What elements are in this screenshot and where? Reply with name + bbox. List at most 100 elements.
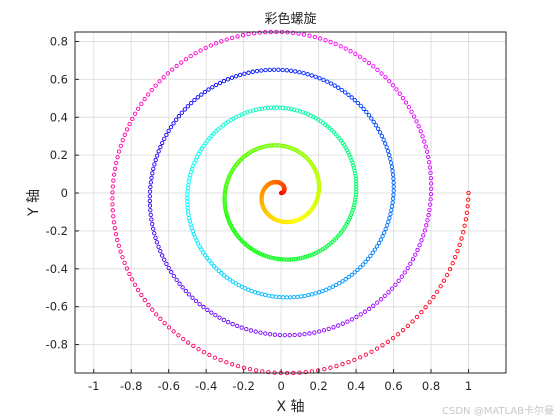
spiral-point xyxy=(242,71,247,76)
spiral-point xyxy=(354,184,359,189)
spiral-point xyxy=(118,249,123,254)
spiral-point xyxy=(223,185,228,190)
spiral-point xyxy=(288,68,294,73)
spiral-point xyxy=(174,63,179,69)
spiral-point xyxy=(174,277,179,283)
spiral-point xyxy=(416,124,421,129)
spiral-point xyxy=(213,129,219,134)
spiral-point xyxy=(169,269,174,275)
spiral-point xyxy=(355,267,360,273)
spiral-point xyxy=(230,321,235,327)
spiral-point xyxy=(408,261,413,266)
spiral-point xyxy=(353,179,359,184)
spiral-point xyxy=(417,243,422,248)
spiral-point xyxy=(311,251,317,256)
spiral-point xyxy=(411,114,417,119)
spiral-point xyxy=(352,98,357,103)
spiral-point xyxy=(282,333,287,338)
spiral-point xyxy=(438,284,443,289)
spiral-point xyxy=(229,75,235,80)
spiral-point xyxy=(196,346,201,352)
spiral-point xyxy=(336,323,341,328)
spiral-point xyxy=(322,366,327,372)
spiral-point xyxy=(444,272,450,278)
spiral-point xyxy=(127,121,132,127)
spiral-point xyxy=(132,111,138,116)
spiral-point xyxy=(389,204,395,209)
spiral-point xyxy=(222,203,228,208)
spiral-point xyxy=(199,247,204,252)
spiral-point xyxy=(179,110,184,115)
spiral-point xyxy=(309,73,314,78)
spiral-point xyxy=(301,70,306,76)
spiral-point xyxy=(369,116,374,121)
spiral-point xyxy=(203,253,208,258)
spiral-point xyxy=(259,252,265,257)
spiral-point xyxy=(218,357,223,363)
spiral-point xyxy=(366,113,372,118)
spiral-point xyxy=(382,230,387,235)
spiral-point xyxy=(321,77,326,83)
spiral-point xyxy=(415,247,420,253)
spiral-point xyxy=(193,298,199,304)
spiral-point xyxy=(132,282,138,287)
spiral-point xyxy=(223,183,229,188)
spiral-point xyxy=(426,154,431,160)
y-tick-label: 0.6 xyxy=(50,72,68,86)
spiral-point xyxy=(182,107,187,112)
spiral-point xyxy=(135,106,141,111)
spiral-point xyxy=(191,343,196,349)
spiral-point xyxy=(363,259,368,264)
spiral-point xyxy=(293,256,299,262)
spiral-point xyxy=(364,109,369,115)
spiral-point xyxy=(206,87,211,92)
spiral-point xyxy=(328,39,333,45)
spiral-point xyxy=(354,314,359,320)
spiral-point xyxy=(414,119,419,124)
x-tick-label: -1 xyxy=(88,379,99,393)
spiral-point xyxy=(343,277,348,282)
x-tick-label: -0.8 xyxy=(120,379,142,393)
spiral-point xyxy=(130,116,135,122)
spiral-point xyxy=(156,149,161,154)
spiral-point xyxy=(425,218,430,223)
spiral-point xyxy=(217,80,223,86)
spiral-point xyxy=(353,176,359,181)
spiral-point xyxy=(279,257,285,262)
spiral-point xyxy=(112,226,118,231)
spiral-point xyxy=(333,282,339,288)
spiral-point xyxy=(192,98,197,103)
spiral-point xyxy=(213,82,219,88)
spiral-point xyxy=(303,369,308,375)
spiral-point xyxy=(225,179,230,185)
spiral-point xyxy=(171,273,177,279)
spiral-point xyxy=(207,352,212,358)
spiral-point xyxy=(276,67,281,72)
spiral-point xyxy=(352,168,357,173)
spiral-point xyxy=(296,256,301,261)
spiral-point xyxy=(390,335,396,341)
spiral-point xyxy=(222,189,228,194)
y-tick-label: 0 xyxy=(61,186,68,200)
spiral-point xyxy=(230,279,235,284)
spiral-point xyxy=(428,181,434,186)
spiral-point xyxy=(207,136,212,141)
spiral-point xyxy=(418,129,423,134)
spiral-point xyxy=(388,211,393,217)
spiral-point xyxy=(313,74,318,79)
spiral-point xyxy=(394,87,399,92)
spiral-point xyxy=(386,290,391,295)
spiral-point xyxy=(391,192,396,197)
spiral-point xyxy=(323,287,329,292)
spiral-point xyxy=(403,100,409,105)
spiral-point xyxy=(466,190,471,196)
spiral-point xyxy=(235,363,241,369)
spiral-point xyxy=(157,79,162,84)
spiral-point xyxy=(368,253,373,259)
spiral-point xyxy=(302,254,308,260)
spiral-point xyxy=(224,275,230,280)
spiral-point xyxy=(195,95,200,100)
spiral-point xyxy=(413,252,418,257)
spiral-point xyxy=(305,72,310,77)
x-tick-label: 0.4 xyxy=(347,379,365,393)
